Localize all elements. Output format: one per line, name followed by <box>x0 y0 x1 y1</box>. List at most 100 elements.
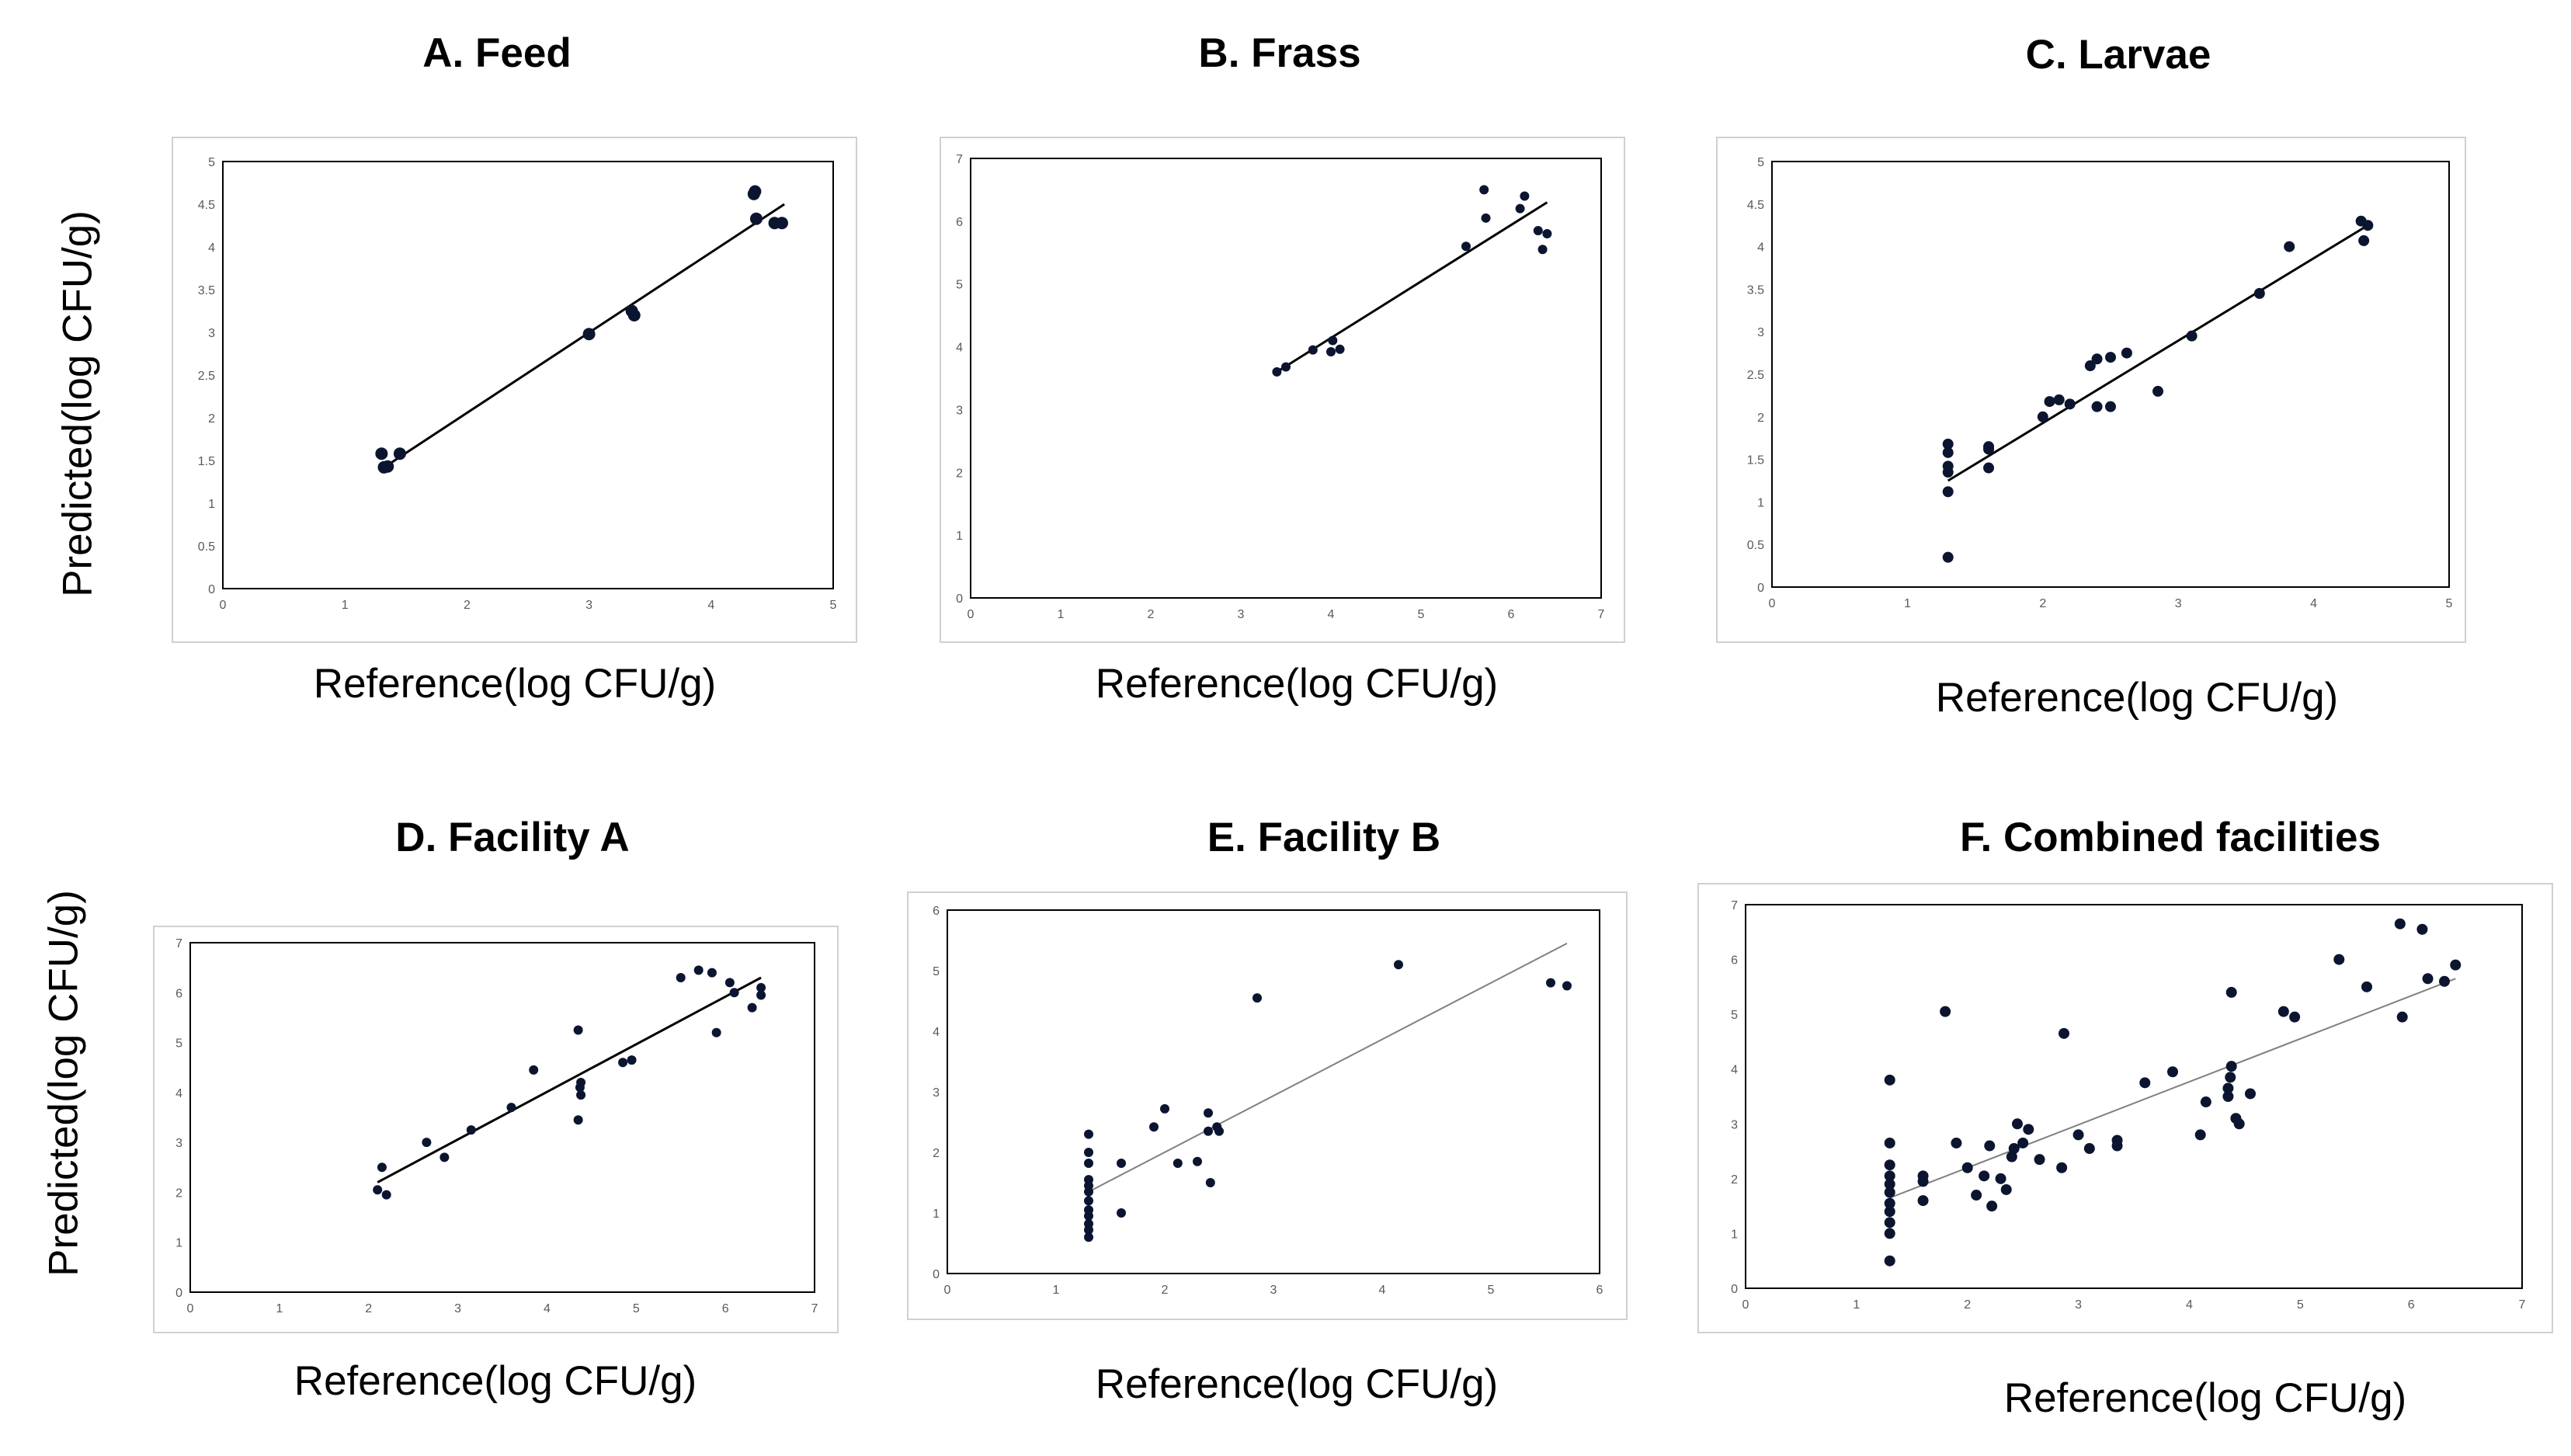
data-point <box>2222 1082 2234 1094</box>
data-point <box>693 965 704 975</box>
data-point <box>2034 1154 2045 1166</box>
x-tick-label: 1 <box>1904 597 1911 610</box>
data-point <box>2253 287 2265 299</box>
data-point <box>373 1185 383 1195</box>
data-point <box>1542 229 1552 239</box>
data-point <box>2091 401 2103 412</box>
data-point <box>1308 345 1318 355</box>
x-tick-label: 1 <box>1853 1298 1860 1312</box>
data-point <box>1884 1255 1895 1267</box>
y-tick-label: 2 <box>175 1187 182 1200</box>
y-tick-label: 5 <box>933 965 940 978</box>
data-point <box>2006 1151 2017 1162</box>
data-point <box>1084 1129 1093 1139</box>
data-point <box>2105 352 2116 363</box>
plot-svg-frass: 0 1 2 3 4 5 6 7 0 1 2 3 4 5 6 7 <box>956 153 1604 621</box>
x-tick-label: 0 <box>187 1302 194 1315</box>
y-tick-label: 1 <box>1731 1228 1738 1241</box>
data-point <box>1884 1206 1895 1218</box>
panel-title-facility-b: E. Facility B <box>1207 815 1441 860</box>
data-point <box>2362 220 2374 231</box>
y-tick-label: 3 <box>956 404 963 417</box>
y-tick-label: 4.5 <box>198 199 215 212</box>
y-tick-label: 0 <box>208 583 215 596</box>
y-tick-label: 3 <box>1731 1118 1738 1131</box>
data-point <box>1983 462 1995 474</box>
data-point <box>1281 362 1291 372</box>
data-point <box>711 1027 721 1037</box>
trendline <box>1276 201 1548 374</box>
data-point <box>2333 954 2345 965</box>
trendline <box>380 203 785 471</box>
y-tick-label: 6 <box>175 987 182 1000</box>
y-tick-label: 4 <box>1731 1064 1738 1077</box>
data-point <box>1951 1137 1962 1148</box>
y-tick-label: 0 <box>175 1287 182 1300</box>
data-point <box>2358 235 2370 246</box>
plot-area <box>189 942 815 1293</box>
data-point <box>1084 1175 1093 1185</box>
chart-combined: 0 1 2 3 4 5 6 7 0 1 2 3 4 5 6 7 <box>1697 883 2553 1333</box>
y-tick-label: 1 <box>956 530 963 543</box>
data-point <box>1546 978 1555 988</box>
x-tick-label: 2 <box>365 1302 372 1315</box>
x-tick-label: 3 <box>2075 1298 2082 1312</box>
data-point <box>1884 1159 1895 1171</box>
y-tick-label: 3.5 <box>1747 283 1764 297</box>
data-point <box>1917 1195 1929 1207</box>
y-tick-label: 2 <box>208 412 215 426</box>
y-tick-label: 2 <box>1731 1173 1738 1187</box>
data-point <box>729 988 739 998</box>
y-axis-label-bottom: Predicted(log CFU/g) <box>40 890 87 1277</box>
x-tick-label: 2 <box>464 599 471 612</box>
data-point <box>1884 1178 1895 1190</box>
x-tick-label: 2 <box>1162 1284 1169 1297</box>
data-point <box>2233 1118 2245 1130</box>
y-tick-label: 5 <box>1731 1009 1738 1022</box>
chart-feed: 0 0.5 1 1.5 2 2.5 3 3.5 4 4.5 5 0 1 2 3 4 5 <box>172 137 857 643</box>
plot-area <box>970 158 1602 599</box>
y-tick-label: 0 <box>1757 582 1764 595</box>
data-point <box>1481 213 1491 223</box>
y-tick-label: 2 <box>1757 412 1764 425</box>
data-point <box>2225 1061 2237 1072</box>
y-tick-label: 1.5 <box>1747 454 1764 467</box>
data-point <box>1520 191 1530 201</box>
y-tick-label: 4 <box>1757 242 1764 255</box>
data-point <box>627 309 641 321</box>
data-point <box>576 1090 586 1100</box>
data-point <box>2225 986 2237 998</box>
data-point <box>749 212 763 225</box>
data-point <box>1995 1173 2006 1184</box>
x-axis-label-frass: Reference(log CFU/g) <box>1095 661 1499 707</box>
x-tick-label: 6 <box>1508 608 1515 621</box>
data-point <box>2017 1137 2029 1148</box>
chart-frass: 0 1 2 3 4 5 6 7 0 1 2 3 4 5 6 7 <box>940 137 1625 643</box>
data-point <box>2012 1118 2023 1130</box>
data-point <box>2200 1096 2211 1108</box>
x-axis-label-larvae: Reference(log CFU/g) <box>1935 675 2339 721</box>
data-point <box>1394 960 1403 970</box>
data-point <box>1160 1103 1169 1114</box>
x-tick-label: 3 <box>454 1302 461 1315</box>
y-tick-label: 3 <box>933 1086 940 1100</box>
y-tick-label: 0 <box>1731 1283 1738 1296</box>
x-tick-label: 0 <box>1742 1298 1749 1312</box>
data-point <box>1272 367 1282 377</box>
data-point <box>1084 1159 1093 1169</box>
y-tick-label: 1 <box>933 1208 940 1221</box>
y-tick-label: 2 <box>956 467 963 480</box>
data-point <box>1193 1156 1202 1166</box>
data-point <box>1479 185 1489 195</box>
x-tick-label: 2 <box>1964 1298 1971 1312</box>
y-tick-label: 7 <box>1731 899 1738 912</box>
x-tick-label: 0 <box>944 1284 951 1297</box>
data-point <box>1204 1108 1213 1118</box>
data-point <box>2225 1072 2236 1083</box>
x-tick-label: 3 <box>585 599 592 612</box>
x-tick-label: 3 <box>1238 608 1245 621</box>
data-point <box>393 447 406 460</box>
panel-title-combined: F. Combined facilities <box>1960 815 2381 860</box>
plot-svg-combined: 0 1 2 3 4 5 6 7 0 1 2 3 4 5 6 7 <box>1731 899 2525 1312</box>
data-point <box>2053 394 2065 405</box>
